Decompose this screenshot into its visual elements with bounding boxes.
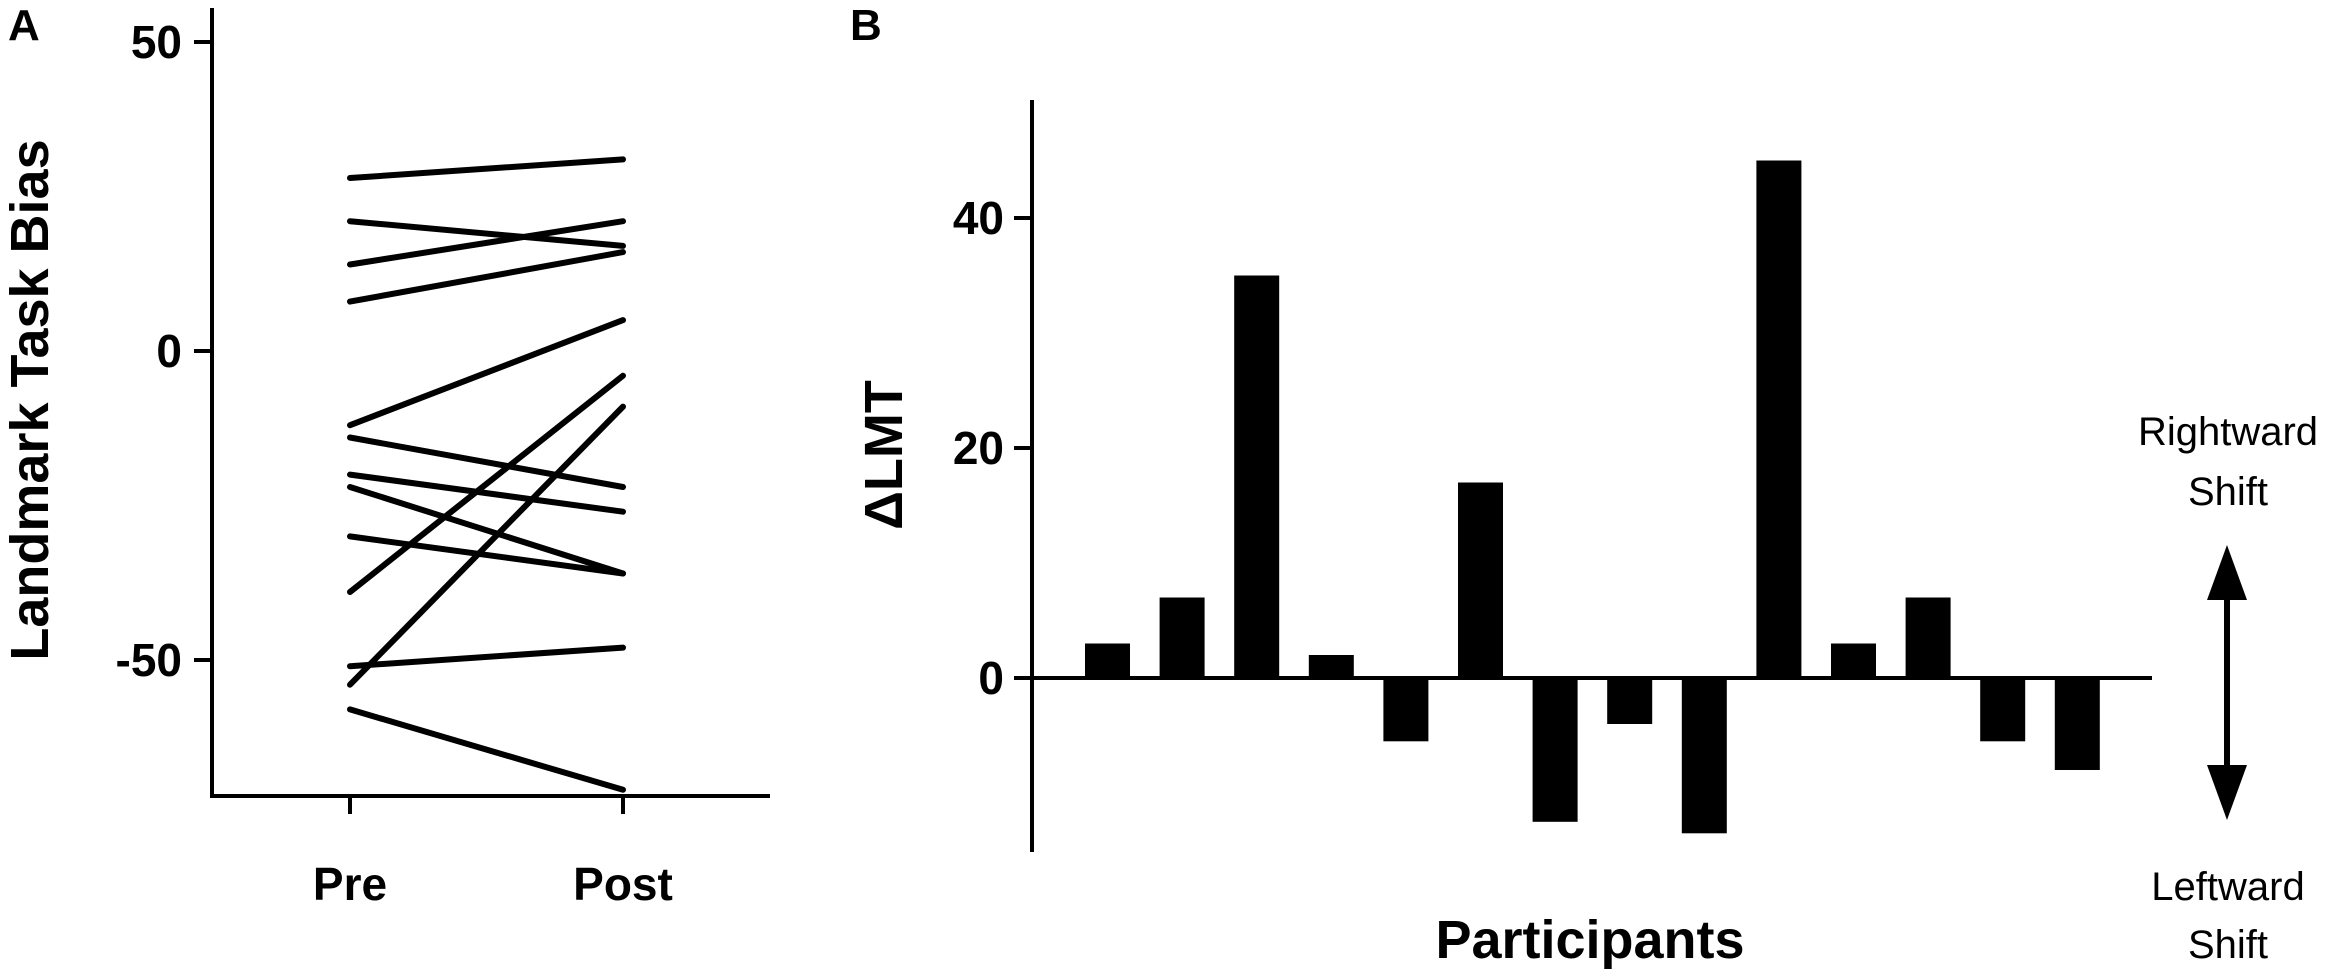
panel-b-label: B (850, 1, 882, 50)
panel-b-y-ticks: 0 20 40 (953, 192, 1032, 704)
panel-b-bar-chart: B 0 20 40 Participants ΔLMT Rightward Shif… (850, 1, 2318, 970)
participant-line-5 (347, 317, 626, 429)
panel-a-x-tick-label-pre: Pre (313, 858, 387, 910)
participant-bar-11 (1831, 643, 1876, 678)
participant-line-1 (347, 156, 626, 181)
rightward-label-line2: Shift (2188, 470, 2268, 514)
panel-b-x-axis-title: Participants (1435, 910, 1744, 970)
down-arrowhead-icon (2207, 765, 2247, 820)
participant-bar-14 (2054, 678, 2100, 770)
participant-line-9 (347, 533, 626, 577)
leftward-label-line2: Shift (2188, 923, 2268, 967)
panel-b-y-tick-label: 20 (953, 422, 1004, 474)
panel-a-label: A (8, 1, 40, 50)
panel-b-y-tick-label: 0 (978, 652, 1004, 704)
panel-a-y-tick-label: 0 (156, 325, 182, 377)
rightward-label-line1: Rightward (2138, 410, 2318, 454)
panel-b-bars (1085, 160, 2100, 834)
panel-a-y-ticks: 50 0 -50 (116, 16, 212, 686)
participant-bar-13 (1980, 678, 2026, 742)
participant-bar-4 (1308, 655, 1354, 678)
participant-bar-5 (1383, 678, 1429, 742)
participant-bar-6 (1458, 482, 1503, 678)
leftward-label-line1: Leftward (2151, 865, 2304, 909)
panel-a-line-chart: A 50 0 -50 Pre Post Landmark Task Bias (0, 1, 770, 910)
participant-line-10 (347, 372, 626, 595)
panel-a-y-tick-label: -50 (116, 634, 182, 686)
participant-line-12 (347, 403, 626, 688)
participant-bar-12 (1905, 597, 1951, 678)
participant-line-13 (347, 706, 626, 793)
panel-a-y-tick-label: 50 (131, 16, 182, 68)
participant-bar-9 (1681, 678, 1727, 834)
panel-b-y-axis-title: ΔLMT (854, 380, 914, 530)
shift-arrow (2207, 545, 2247, 820)
participant-bar-1 (1085, 643, 1130, 678)
up-arrowhead-icon (2207, 545, 2247, 600)
participant-bar-7 (1532, 678, 1578, 822)
participant-line-8 (347, 484, 626, 577)
participant-line-7 (347, 471, 626, 515)
panel-b-y-tick-label: 40 (953, 192, 1004, 244)
participant-line-11 (347, 644, 626, 670)
participant-bar-3 (1234, 275, 1280, 678)
participant-line-3 (347, 218, 626, 268)
participant-line-6 (347, 434, 626, 490)
panel-a-series-lines (347, 156, 626, 793)
participant-line-2 (347, 218, 626, 249)
panel-a-x-ticks: Pre Post (313, 796, 673, 910)
participant-line-4 (347, 249, 626, 305)
panel-a-x-tick-label-post: Post (573, 858, 673, 910)
panel-a-y-axis-title: Landmark Task Bias (0, 139, 60, 660)
participant-bar-10 (1756, 160, 1802, 678)
participant-bar-2 (1159, 597, 1205, 678)
participant-bar-8 (1607, 678, 1653, 724)
